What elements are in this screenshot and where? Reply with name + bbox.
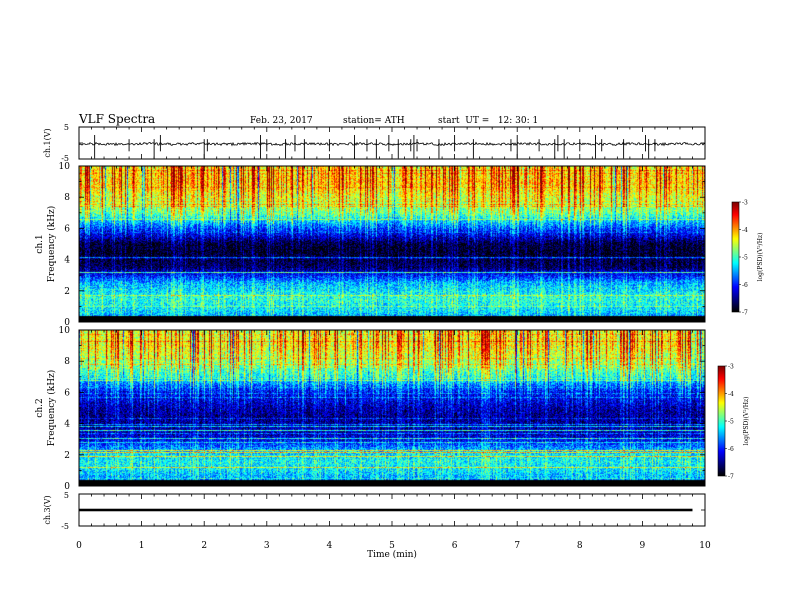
ch1-spectrogram-ytick-label: 0 — [64, 318, 70, 328]
time-axis-tick-label: 0 — [76, 541, 82, 551]
time-axis-tick-label: 7 — [514, 541, 520, 551]
ch2-colorbar-tick-label: -4 — [728, 391, 734, 398]
ch1-spectrogram-ytick-label: 4 — [64, 256, 70, 266]
ch1-spectrogram-ytick-label: 2 — [64, 287, 70, 297]
time-axis-label: Time (min) — [367, 549, 417, 560]
ch2-colorbar: -3 -4 -5 -6 -7 log(PSD)(V²/Hz) — [717, 364, 750, 481]
ch2-spectrogram-ytick-label: 6 — [64, 388, 70, 398]
station-label: station= ATH — [343, 116, 405, 126]
ch3-ytick-bottom: -5 — [61, 522, 69, 531]
ch1-waveform-trace — [79, 141, 705, 147]
ch3-waveform-ylabel: ch.3(V) — [43, 495, 52, 524]
ch1-spectrogram-panel: ch.1 Frequency (kHz) 0 2 4 6 8 10 — [35, 162, 706, 328]
ch1-colorbar-tick-label: -3 — [742, 200, 748, 207]
ch1-spectrogram-ytick-label: 6 — [64, 224, 70, 234]
ch1-spectrogram-ylabel-channel: ch.1 — [35, 234, 45, 253]
time-axis-tick-label: 9 — [640, 541, 646, 551]
ch1-colorbar-gradient — [732, 202, 739, 312]
ch2-spectrogram-ytick-label: 4 — [64, 420, 70, 430]
ch2-spectrogram-ytick-label: 2 — [64, 451, 70, 461]
ch1-ytick-bottom: -5 — [61, 154, 69, 163]
ch3-ytick-top: 5 — [64, 491, 69, 500]
time-axis-tick-label: 5 — [389, 541, 395, 551]
time-axis-tick-labels: 0 1 2 3 4 5 6 7 8 9 10 — [76, 541, 711, 551]
time-axis-tick-label: 3 — [264, 541, 270, 551]
ch2-spectrogram-ylabel-channel: ch.2 — [35, 398, 45, 417]
time-axis-tick-label: 10 — [699, 541, 711, 551]
time-axis-tick-label: 1 — [139, 541, 145, 551]
ch2-spectrogram-panel: ch.2 Frequency (kHz) 0 2 4 6 8 10 — [35, 326, 706, 492]
time-axis-tick-label: 4 — [327, 541, 333, 551]
figure-title: VLF Spectra — [78, 112, 155, 126]
ch2-spectrogram-ytick-label: 10 — [59, 326, 71, 336]
ch1-colorbar-tick-label: -6 — [742, 282, 748, 289]
ch2-colorbar-tick-label: -5 — [728, 419, 734, 426]
ch1-spectrogram-ytick-label: 8 — [64, 193, 70, 203]
ch2-spectrogram-ytick-label: 0 — [64, 482, 70, 492]
ch2-spectrogram-ytick-label: 8 — [64, 357, 70, 367]
date-label: Feb. 23, 2017 — [250, 116, 313, 126]
ch2-colorbar-tick-label: -3 — [728, 364, 734, 371]
ch1-colorbar-tick-label: -7 — [742, 310, 748, 317]
ch1-waveform-frame — [78, 126, 706, 160]
ch2-spectrogram-ylabel-frequency: Frequency (kHz) — [46, 370, 57, 447]
ch2-colorbar-tick-label: -6 — [728, 446, 734, 453]
ch3-waveform-trace — [79, 508, 693, 512]
start-time-label: start UT = 12: 30: 1 — [438, 116, 538, 126]
ch1-spectrogram-ylabel-frequency: Frequency (kHz) — [46, 206, 57, 283]
ch1-spectrogram-ytick-label: 10 — [59, 162, 71, 172]
ch1-waveform-ylabel: ch.1(V) — [43, 128, 52, 157]
time-axis-tick-label: 2 — [201, 541, 207, 551]
ch1-colorbar: -3 -4 -5 -6 -7 log(PSD)(V²/Hz) — [731, 200, 764, 317]
ch1-colorbar-tick-label: -4 — [742, 227, 748, 234]
time-axis-tick-label: 6 — [452, 541, 458, 551]
ch1-spectrogram-heatmap — [79, 166, 705, 322]
ch2-colorbar-tick-label: -7 — [728, 474, 734, 481]
ch1-waveform-panel: ch.1(V) 5 -5 — [43, 123, 706, 163]
time-axis-tick-label: 8 — [577, 541, 583, 551]
ch2-spectrogram-heatmap — [79, 330, 705, 486]
ch2-colorbar-label: log(PSD)(V²/Hz) — [743, 397, 750, 446]
ch1-colorbar-tick-label: -5 — [742, 255, 748, 262]
ch3-waveform-frame — [78, 493, 706, 527]
ch1-ytick-top: 5 — [64, 123, 69, 132]
ch2-colorbar-gradient — [718, 366, 725, 476]
ch1-colorbar-label: log(PSD)(V²/Hz) — [757, 233, 764, 282]
ch3-waveform-panel: ch.3(V) 5 -5 — [43, 491, 706, 531]
